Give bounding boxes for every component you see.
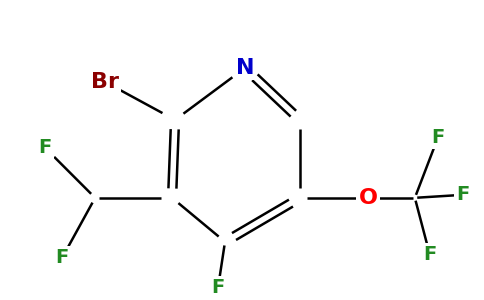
Text: N: N: [236, 58, 254, 78]
Text: F: F: [39, 138, 52, 158]
Text: O: O: [358, 188, 378, 208]
Text: F: F: [456, 185, 469, 204]
Text: F: F: [431, 128, 444, 147]
Text: Br: Br: [91, 72, 119, 92]
Text: F: F: [423, 245, 437, 264]
Text: F: F: [212, 278, 225, 297]
Text: F: F: [56, 248, 69, 267]
